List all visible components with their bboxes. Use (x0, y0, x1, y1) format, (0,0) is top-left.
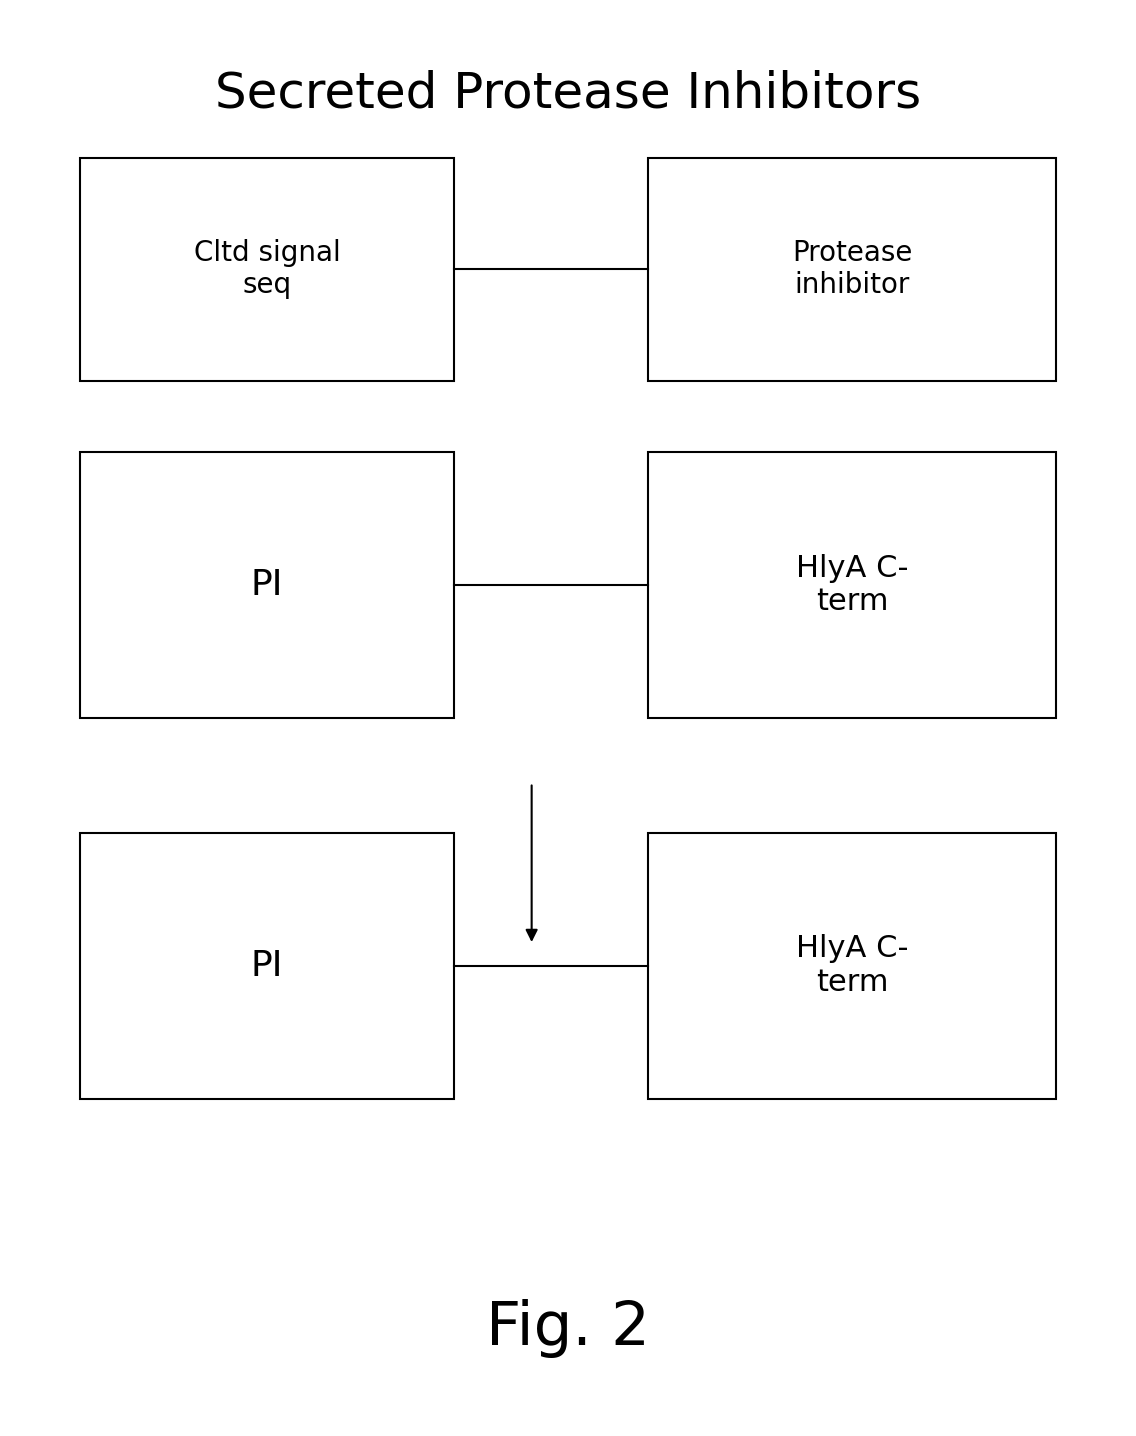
Bar (80, 452, 454, 718)
Text: HlyA C-
term: HlyA C- term (795, 935, 909, 997)
Text: PI: PI (251, 949, 283, 982)
Text: Secreted Protease Inhibitors: Secreted Protease Inhibitors (215, 69, 921, 118)
Bar (80, 833, 454, 1099)
Bar (648, 833, 1056, 1099)
Text: PI: PI (251, 569, 283, 602)
Text: Protease
inhibitor: Protease inhibitor (792, 238, 912, 300)
Bar (80, 158, 454, 381)
Text: HlyA C-
term: HlyA C- term (795, 554, 909, 616)
Text: Fig. 2: Fig. 2 (486, 1298, 650, 1358)
Bar (648, 158, 1056, 381)
Text: Cltd signal
seq: Cltd signal seq (193, 238, 341, 300)
Bar (648, 452, 1056, 718)
